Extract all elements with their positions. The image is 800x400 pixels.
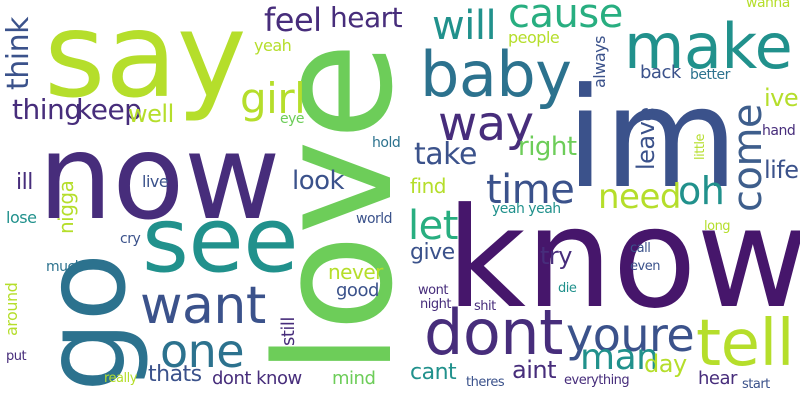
word-shit: shit [474, 299, 496, 314]
word-feel: feel [264, 1, 322, 39]
word-way: way [438, 96, 534, 152]
word-good: good [336, 280, 379, 301]
word-man: man [580, 337, 659, 378]
word-never: never [328, 260, 383, 284]
word-day: day [644, 350, 687, 378]
word-nigga: nigga [54, 180, 78, 234]
word-lose: lose [6, 208, 37, 227]
word-dont: dont [424, 296, 563, 369]
word-ill: ill [16, 170, 33, 195]
word-time: time [486, 167, 575, 213]
word-everything: everything [564, 373, 630, 388]
word-still: still [278, 317, 299, 346]
word-little: little [693, 133, 708, 160]
word-will: will [432, 3, 497, 49]
word-well: well [128, 100, 174, 128]
word-wanna: wanna [746, 0, 790, 11]
word-oh: oh [678, 169, 725, 213]
word-mind: mind [332, 368, 376, 389]
word-now: now [38, 108, 281, 246]
word-give: give [410, 240, 455, 265]
word-even: even [630, 259, 660, 274]
word-cry: cry [120, 231, 141, 247]
word-live: live [142, 172, 169, 191]
word-die: die [558, 281, 577, 296]
word-heart: heart [330, 1, 403, 34]
word-hold: hold [372, 135, 401, 151]
word-thats: thats [148, 362, 202, 387]
word-look: look [292, 166, 345, 196]
word-yeah: yeah [254, 36, 292, 55]
word-say: say [44, 0, 247, 124]
word-one: one [160, 324, 245, 378]
word-baby: baby [420, 38, 572, 111]
word-always: always [590, 36, 609, 88]
word-world: world [356, 211, 393, 227]
word-back: back [640, 62, 681, 83]
word-come: come [725, 103, 771, 212]
word-ive: ive [764, 84, 799, 112]
word-night: night [420, 297, 451, 312]
word-hand: hand [762, 123, 796, 139]
word-im: im [566, 58, 738, 219]
word-people: people [508, 28, 560, 47]
word-try: try [540, 242, 572, 270]
word-cause: cause [508, 0, 623, 37]
word-wont: wont [418, 283, 448, 298]
word-take: take [414, 137, 477, 172]
word-cant: cant [410, 360, 457, 385]
word-around: around [2, 282, 21, 336]
word-yeah-yeah: yeah yeah [492, 201, 561, 217]
word-thing: thing [12, 93, 82, 126]
word-hear: hear [698, 368, 737, 389]
word-need: need [598, 177, 681, 217]
word-girl: girl [240, 74, 306, 123]
word-really: really [104, 371, 137, 386]
word-call: call [630, 241, 651, 256]
word-find: find [410, 174, 446, 198]
word-theres: theres [466, 375, 505, 390]
word-leave: leave [632, 107, 660, 170]
word-start: start [742, 377, 770, 392]
word-keep: keep [76, 93, 142, 126]
word-put: put [6, 349, 27, 364]
word-want: want [140, 276, 266, 336]
word-tell: tell [696, 307, 795, 381]
word-aint: aint [512, 356, 557, 384]
word-long: long [704, 219, 731, 234]
word-youre: youre [566, 308, 695, 362]
word-know: know [446, 178, 800, 339]
word-dont-know: dont know [212, 368, 302, 389]
word-right: right [518, 132, 577, 162]
word-see: see [142, 188, 299, 293]
word-life: life [764, 156, 799, 184]
word-much: much [46, 259, 84, 275]
word-make: make [624, 10, 793, 83]
word-better: better [690, 67, 730, 83]
word-eye: eye [280, 111, 305, 127]
word-think: think [1, 17, 36, 90]
word-let: let [408, 203, 458, 249]
